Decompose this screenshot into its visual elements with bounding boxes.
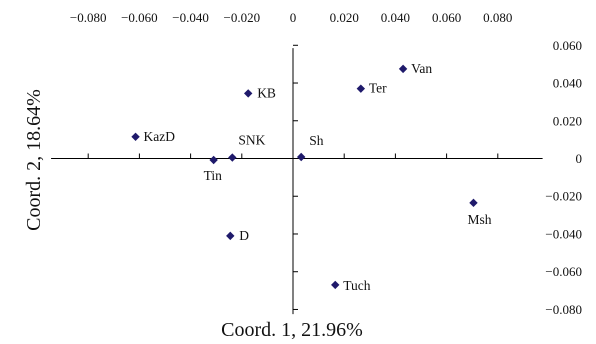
point-label: Tuch [343, 278, 371, 293]
point-label: Van [411, 61, 432, 76]
data-point-marker [226, 231, 235, 241]
data-point-marker [356, 84, 366, 93]
x-tick-label: −0.060 [121, 10, 158, 25]
point-labels: KazD KB Van Ter SNK Tin Sh Msh D Tuch [144, 61, 492, 293]
point-label: D [239, 228, 249, 243]
data-point-marker [398, 64, 408, 74]
y-tick-label: −0.060 [545, 264, 582, 279]
data-point-marker [469, 198, 478, 208]
y-tick-label: −0.040 [545, 226, 582, 241]
point-label: SNK [238, 133, 265, 148]
y-tick-label: 0 [576, 151, 583, 166]
point-label: KazD [144, 129, 176, 144]
points [131, 64, 478, 290]
data-point-marker [209, 155, 218, 165]
x-tick-label: 0.020 [330, 10, 359, 25]
x-tick-label: 0.080 [483, 10, 512, 25]
x-tick-label: 0.060 [432, 10, 461, 25]
y-tick-label: 0.040 [553, 76, 582, 91]
point-label: Ter [369, 81, 387, 96]
data-point-marker [228, 153, 237, 162]
tick-labels: −0.080 −0.060 −0.040 −0.020 0 0.020 0.040 0.060… [70, 10, 582, 317]
y-tick-label: −0.020 [545, 189, 582, 204]
x-tick-label: −0.080 [70, 10, 107, 25]
y-axis-title: Coord. 2, 18.64% [23, 89, 45, 231]
data-point-marker [131, 132, 140, 141]
y-tick-label: 0.020 [553, 113, 582, 128]
data-point-marker [244, 89, 253, 98]
y-tick-label: −0.080 [545, 302, 582, 317]
data-point-marker [296, 152, 306, 162]
point-label: Msh [467, 212, 491, 227]
point-label: KB [257, 85, 276, 100]
axes [51, 44, 543, 315]
point-label: Tin [204, 168, 223, 183]
x-tick-label: −0.020 [224, 10, 261, 25]
y-tick-label: 0.060 [553, 38, 582, 53]
x-tick-label: −0.040 [172, 10, 209, 25]
x-axis-title: Coord. 1, 21.96% [221, 319, 363, 341]
x-tick-label: 0.040 [381, 10, 410, 25]
data-point-marker [331, 280, 340, 290]
x-tick-label: 0 [290, 10, 297, 25]
point-label: Sh [309, 133, 324, 148]
